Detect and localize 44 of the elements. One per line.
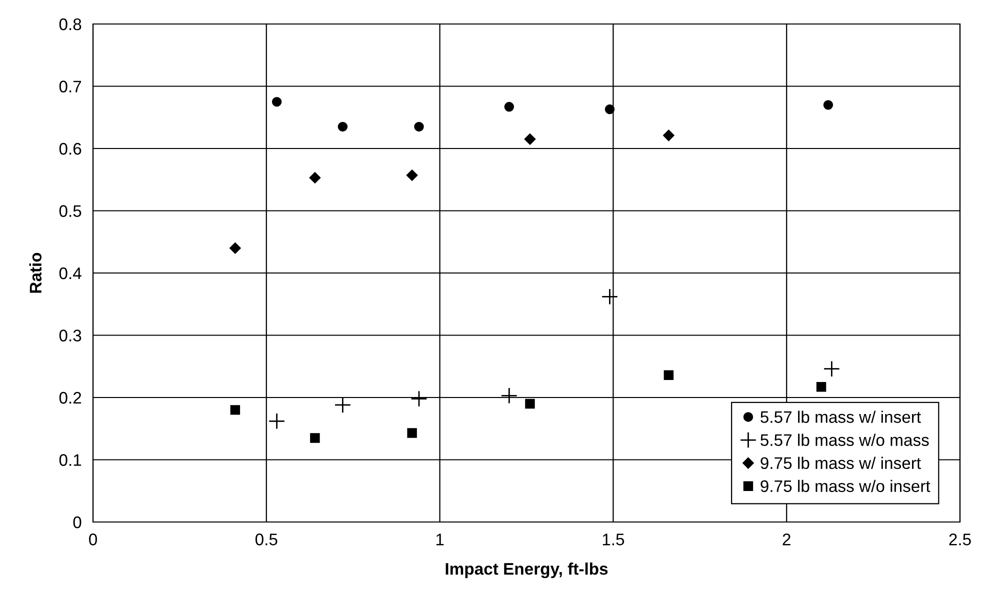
y-tick-label: 0.5 bbox=[59, 205, 82, 217]
point bbox=[406, 170, 418, 181]
point bbox=[272, 96, 282, 107]
point bbox=[823, 100, 834, 110]
x-tick-label: 2.5 bbox=[949, 534, 971, 546]
y-tick-label: 0.8 bbox=[59, 18, 82, 30]
point bbox=[407, 428, 417, 438]
point bbox=[601, 288, 618, 305]
legend-label: 5.57 lb mass w/ insert bbox=[760, 410, 921, 423]
point bbox=[310, 433, 320, 443]
point bbox=[525, 398, 535, 409]
point bbox=[230, 405, 240, 415]
point bbox=[823, 360, 840, 378]
point bbox=[604, 104, 615, 114]
y-axis-title: Ratio bbox=[29, 252, 42, 293]
point bbox=[338, 122, 348, 132]
y-tick-label: 0.7 bbox=[59, 80, 82, 92]
x-tick-label: 1.5 bbox=[602, 534, 624, 546]
point bbox=[500, 387, 518, 404]
y-tick-label: 0 bbox=[73, 516, 82, 528]
legend-label: 9.75 lb mass w/o insert bbox=[760, 480, 930, 492]
point bbox=[309, 172, 321, 184]
x-tick-label: 0.5 bbox=[255, 534, 278, 546]
point bbox=[334, 396, 352, 414]
point bbox=[663, 130, 674, 142]
point bbox=[816, 382, 826, 392]
point bbox=[524, 134, 536, 145]
point bbox=[504, 102, 514, 112]
y-tick-label: 0.1 bbox=[59, 454, 82, 466]
x-tick-label: 0 bbox=[89, 534, 97, 546]
point bbox=[268, 412, 286, 430]
point bbox=[230, 242, 241, 254]
legend-label: 9.75 lb mass w/ insert bbox=[760, 456, 921, 470]
y-tick-label: 0.3 bbox=[59, 330, 82, 342]
y-tick-label: 0.6 bbox=[59, 142, 82, 155]
y-tick-label: 0.4 bbox=[59, 267, 82, 280]
point bbox=[414, 122, 424, 132]
x-tick-label: 1 bbox=[436, 534, 444, 546]
legend-label: 5.57 lb mass w/o mass bbox=[760, 434, 929, 446]
x-tick-label: 2 bbox=[782, 534, 790, 546]
point bbox=[664, 370, 674, 380]
point bbox=[410, 390, 428, 408]
y-tick-label: 0.2 bbox=[59, 392, 82, 404]
x-axis-title: Impact Energy, ft-lbs bbox=[446, 562, 608, 578]
